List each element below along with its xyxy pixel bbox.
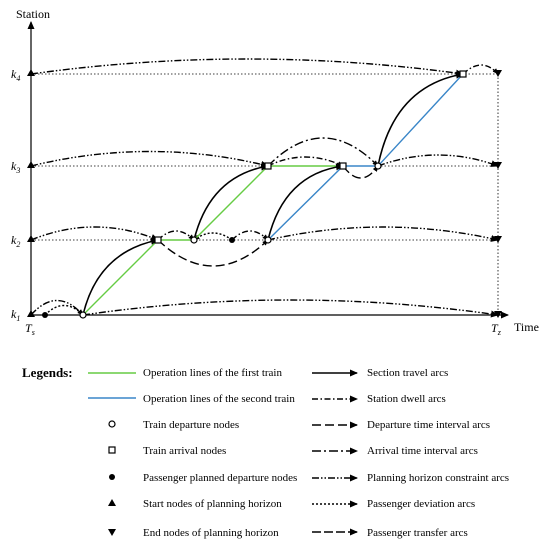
travel-arc-2 <box>193 163 269 241</box>
horizon-arc-k4 <box>30 58 464 77</box>
legend-second-train-label: Operation lines of the second train <box>143 393 295 405</box>
legend-horizon-constraint-label: Planning horizon constraint arcs <box>367 472 509 484</box>
start-node-k2 <box>27 235 35 242</box>
departure-node-2 <box>190 236 198 244</box>
arrival-node-1 <box>154 236 162 244</box>
first-train-operation-line <box>82 165 343 316</box>
legend-passenger-transfer-label: Passenger transfer arcs <box>367 527 468 539</box>
departure-interval-k2 <box>157 239 269 267</box>
passenger-deviation-k1 <box>44 304 84 316</box>
end-node-k3 <box>494 162 502 169</box>
horizon-constraint-arcs <box>30 58 499 318</box>
departure-node-3 <box>264 236 272 244</box>
end-node-k4 <box>494 70 502 77</box>
arrival-node-3 <box>339 162 347 170</box>
end-node-k1 <box>494 311 502 318</box>
time-label-end: Tz <box>491 321 502 337</box>
travel-arc-1 <box>82 237 159 316</box>
passenger-node-k1 <box>42 312 48 318</box>
dwell-arc-k2-a <box>157 230 195 241</box>
horizon-arc-k1 <box>82 299 499 318</box>
section-travel-arcs <box>82 71 464 316</box>
y-axis-label: Station <box>16 7 50 21</box>
legend-section-travel-label: Section travel arcs <box>367 367 448 379</box>
station-label-k3: k3 <box>11 159 20 175</box>
legend-station-dwell-label: Station dwell arcs <box>367 393 446 405</box>
legend-arrival-interval-label: Arrival time interval arcs <box>367 445 478 457</box>
legend-first-train-label: Operation lines of the first train <box>143 367 282 379</box>
station-label-k2: k2 <box>11 233 20 249</box>
nodes <box>27 69 502 319</box>
legend-departure-node-icon <box>108 420 116 428</box>
legend-passenger-deviation-label: Passenger deviation arcs <box>367 498 475 510</box>
station-label-k4: k4 <box>11 67 20 83</box>
dwell-arc-k3-a <box>267 156 344 167</box>
travel-arc-3 <box>267 163 344 241</box>
horizon-arc-k3-right <box>377 154 499 167</box>
time-label-start: Ts <box>25 321 35 337</box>
legend-start-node-icon <box>108 499 116 506</box>
arrival-interval-k3 <box>267 137 379 167</box>
legend-title: Legends: <box>22 365 73 380</box>
start-node-k3 <box>27 161 35 168</box>
station-label-k1: k1 <box>11 307 20 323</box>
dwell-arc-k4 <box>462 64 499 75</box>
passenger-deviation-k2 <box>193 232 233 241</box>
departure-node-4 <box>374 162 382 170</box>
legend-end-node-label: End nodes of planning horizon <box>143 527 279 539</box>
second-train-lines <box>267 73 464 241</box>
travel-arc-4 <box>377 71 464 167</box>
start-node-k4 <box>27 69 35 76</box>
end-node-k2 <box>494 236 502 243</box>
departure-interval-arcs <box>157 165 379 267</box>
legend-start-node-label: Start nodes of planning horizon <box>143 498 282 510</box>
horizon-arc-k3-left <box>30 150 269 168</box>
arrival-node-2 <box>264 162 272 170</box>
x-axis-label: Time <box>514 320 539 334</box>
horizon-arc-k2-right <box>267 226 499 242</box>
reference-lines <box>31 73 499 315</box>
legend: Legends: Operation lines of the first tr… <box>22 365 509 539</box>
axes: Station Time k1 k2 k3 k4 Ts Tz <box>11 7 539 337</box>
first-train-lines <box>82 165 343 316</box>
legend-passenger-node-label: Passenger planned departure nodes <box>143 472 297 484</box>
arrival-interval-arcs <box>267 137 379 167</box>
legend-departure-interval-label: Departure time interval arcs <box>367 419 490 431</box>
legend-departure-node-label: Train departure nodes <box>143 419 239 431</box>
start-node-k1 <box>27 310 35 317</box>
legend-passenger-node-icon <box>109 474 115 480</box>
legend-arrival-node-label: Train arrival nodes <box>143 445 226 457</box>
arrival-node-4 <box>459 70 467 78</box>
departure-node-1 <box>79 311 87 319</box>
dwell-arc-k2-b <box>231 230 269 241</box>
legend-end-node-icon <box>108 529 116 536</box>
passenger-node-k2 <box>229 237 235 243</box>
departure-interval-k3 <box>342 165 379 179</box>
second-train-operation-line <box>267 73 464 241</box>
horizon-arc-k2-left <box>30 226 159 241</box>
legend-arrival-node-icon <box>108 446 116 454</box>
passenger-deviation-arcs <box>44 232 233 316</box>
horizon-arc-k1-start <box>30 299 84 316</box>
